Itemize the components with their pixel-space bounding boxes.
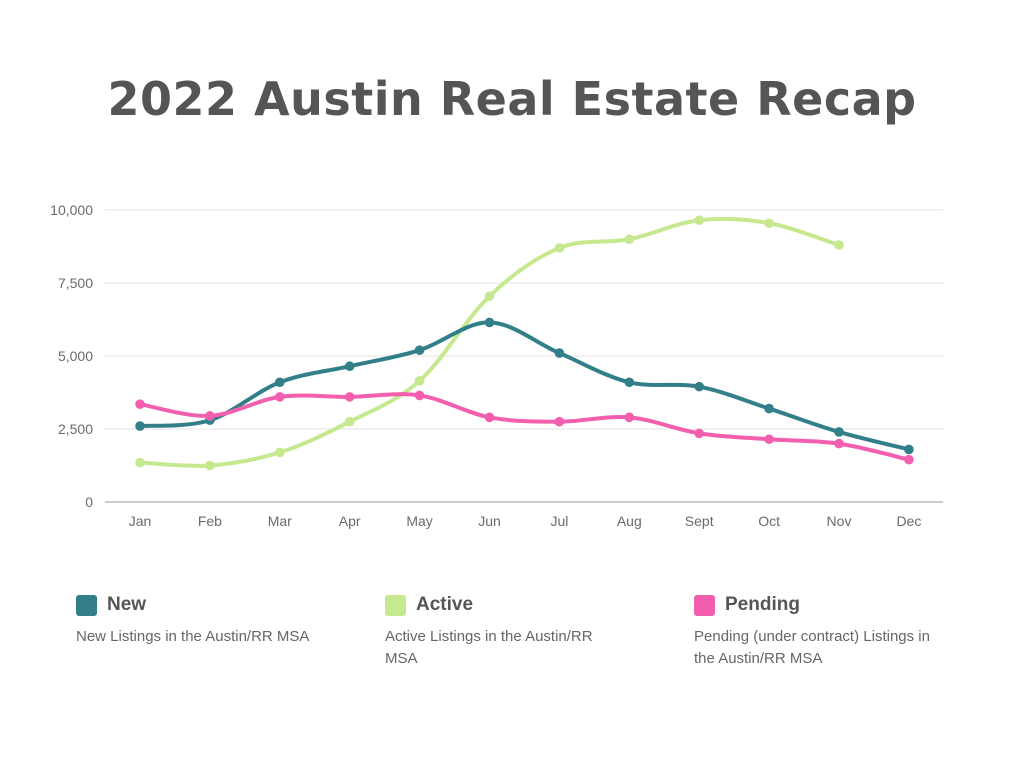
data-point-new [624, 377, 635, 388]
legend-label-new: New [107, 594, 147, 615]
data-point-new [484, 317, 495, 328]
x-tick-label: Nov [827, 513, 852, 529]
series-line-pending [138, 392, 911, 462]
legend-item-pending: Pending Pending (under contract) Listing… [694, 592, 949, 670]
x-tick-label: Oct [758, 513, 780, 529]
x-tick-label: Feb [198, 513, 222, 529]
legend-description-pending: Pending (under contract) Listings in the… [694, 628, 930, 667]
x-tick-label: Aug [617, 513, 642, 529]
data-point-pending [554, 416, 565, 427]
data-point-new [904, 444, 914, 455]
data-point-new [275, 377, 285, 388]
legend-description-active: Active Listings in the Austin/RR MSA [385, 628, 593, 667]
legend-item-new: New New Listings in the Austin/RR MSA [76, 592, 326, 648]
y-tick-label: 0 [85, 494, 93, 510]
x-tick-label: Sept [685, 513, 714, 529]
x-tick-label: Mar [268, 513, 292, 529]
data-point-pending [275, 392, 285, 402]
data-point-pending [764, 434, 774, 445]
x-tick-label: Apr [339, 513, 361, 529]
x-tick-label: Jan [129, 513, 152, 529]
data-point-new [554, 348, 565, 358]
data-point-pending [624, 412, 635, 423]
legend-swatch-active [385, 594, 406, 616]
x-tick-label: Dec [896, 513, 921, 529]
data-point-pending [135, 399, 145, 409]
y-tick-label: 5,000 [58, 348, 93, 364]
data-point-pending [904, 454, 914, 465]
gridlines [105, 209, 943, 503]
data-point-pending [414, 390, 425, 401]
data-point-new [414, 345, 425, 355]
series-pending [135, 390, 914, 465]
data-point-new [694, 381, 704, 392]
data-point-active [694, 215, 704, 226]
data-point-new [764, 403, 774, 414]
legend-item-active: Active Active Listings in the Austin/RR … [385, 592, 625, 670]
series-lines [135, 215, 914, 471]
data-point-new [135, 421, 145, 431]
legend-swatch-new [76, 594, 97, 616]
x-tick-label: May [406, 513, 432, 529]
data-point-pending [205, 411, 215, 421]
data-point-new [344, 361, 355, 372]
series-new [135, 317, 914, 455]
data-point-active [135, 457, 145, 468]
y-tick-label: 7,500 [58, 275, 93, 291]
legend-label-active: Active [416, 594, 474, 615]
x-tick-label: Jul [550, 513, 568, 529]
x-axis-labels: Jan Feb Mar Apr May Jun Jul Aug Sept Oct Nov Dec [129, 513, 922, 529]
data-point-active [834, 240, 844, 250]
series-active [135, 215, 844, 471]
x-tick-label: Jun [478, 513, 501, 529]
data-point-active [275, 447, 285, 458]
data-point-active [554, 243, 565, 253]
y-tick-label: 10,000 [50, 202, 93, 218]
data-point-pending [694, 428, 704, 439]
legend-description-new: New Listings in the Austin/RR MSA [76, 628, 310, 645]
data-point-active [624, 234, 635, 244]
data-point-active [414, 376, 425, 386]
data-point-new [834, 427, 844, 437]
y-tick-label: 2,500 [58, 421, 93, 437]
legend-label-pending: Pending [725, 594, 800, 615]
data-point-active [344, 416, 355, 427]
data-point-pending [484, 412, 495, 423]
series-line-new [138, 320, 911, 452]
chart-title: 2022 Austin Real Estate Recap [107, 72, 917, 126]
legend-swatch-pending [694, 594, 715, 616]
data-point-pending [344, 392, 355, 402]
data-point-active [764, 218, 774, 228]
data-point-pending [834, 438, 844, 449]
data-point-active [484, 291, 495, 301]
y-axis-labels: 0 2,500 5,000 7,500 10,000 [50, 202, 93, 510]
data-point-active [205, 460, 215, 471]
